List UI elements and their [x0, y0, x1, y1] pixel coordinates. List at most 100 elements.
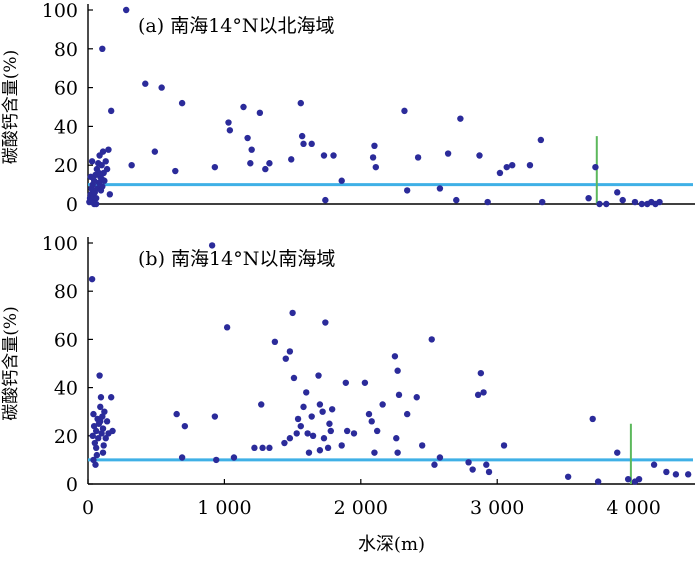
data-point [240, 103, 247, 111]
data-point [537, 136, 545, 144]
data-point [300, 403, 307, 411]
panel-title: (b) 南海14°N以南海域 [138, 248, 335, 270]
data-point [181, 422, 189, 430]
data-point [107, 107, 115, 115]
data-point [122, 6, 130, 14]
data-point [338, 442, 345, 449]
data-point [92, 461, 99, 468]
data-point [322, 196, 329, 204]
data-point [436, 454, 444, 461]
data-point [158, 84, 165, 91]
data-point [372, 163, 380, 171]
data-point [305, 449, 313, 456]
data-point [99, 413, 106, 420]
data-point [631, 198, 639, 206]
data-point [92, 194, 100, 202]
data-point [672, 471, 680, 478]
data-point [211, 163, 219, 171]
data-point [315, 372, 322, 379]
data-point [343, 427, 351, 435]
data-point [373, 427, 381, 435]
data-point [293, 430, 300, 437]
data-point [95, 435, 102, 442]
data-point [223, 324, 231, 331]
data-point [99, 183, 106, 190]
panel-a: 0 20 40 60 80 100 碳酸钙含量(%) (a) 南海14°N以北海域 [1, 0, 695, 216]
data-point [330, 152, 337, 159]
data-point [91, 439, 99, 447]
data-point [102, 158, 109, 165]
data-point [289, 309, 296, 317]
data-point [316, 401, 324, 408]
data-point [100, 442, 107, 449]
x-tick-label: 1 000 [197, 497, 251, 519]
data-point [95, 169, 103, 177]
data-point [294, 415, 302, 423]
data-point [303, 389, 310, 396]
data-point [244, 134, 251, 142]
data-point [105, 146, 112, 153]
data-point [109, 427, 116, 435]
data-point [286, 435, 294, 442]
data-point [624, 475, 632, 483]
data-point [394, 367, 401, 374]
data-point [322, 319, 329, 326]
data-point [614, 449, 621, 456]
data-point [592, 163, 599, 171]
data-point [92, 427, 100, 435]
data-point [594, 478, 602, 485]
data-point [178, 454, 186, 461]
data-point [401, 107, 408, 115]
data-point [436, 185, 444, 192]
data-point [297, 99, 304, 107]
data-point [316, 447, 324, 454]
data-point [88, 158, 96, 165]
data-point [431, 461, 438, 468]
data-point [480, 389, 487, 396]
data-point [96, 372, 103, 379]
data-point [247, 160, 254, 167]
data-point [308, 413, 315, 420]
data-point [173, 410, 180, 418]
data-point [413, 394, 420, 401]
data-point [564, 473, 572, 480]
data-point [663, 468, 670, 476]
data-point [350, 430, 358, 437]
data-point [101, 408, 108, 415]
data-point [90, 410, 97, 418]
data-point [290, 374, 298, 382]
data-point [418, 442, 426, 449]
data-point [225, 119, 232, 126]
data-point [477, 369, 485, 377]
data-point [603, 200, 610, 208]
data-point [469, 466, 476, 473]
data-point [342, 379, 350, 386]
data-point [308, 140, 315, 148]
data-point [371, 449, 378, 456]
data-point [414, 154, 422, 161]
data-point [327, 427, 334, 435]
data-point [428, 336, 435, 343]
data-point [453, 196, 460, 204]
data-point [90, 422, 98, 430]
y-tick-label: 20 [54, 155, 78, 177]
data-point [92, 200, 100, 208]
data-point [484, 198, 491, 206]
data-point [92, 444, 100, 452]
y-tick-label: 80 [54, 281, 78, 303]
data-point [297, 422, 304, 430]
x-tick-label: 3 000 [470, 497, 524, 519]
y-tick-label: 60 [54, 329, 78, 351]
data-point [465, 459, 472, 466]
data-point [403, 187, 411, 194]
data-point [258, 401, 265, 408]
data-point [368, 418, 375, 425]
data-point [90, 456, 97, 464]
data-point [226, 127, 234, 134]
data-point [211, 413, 219, 420]
data-point [99, 45, 106, 52]
data-point [539, 198, 546, 206]
data-point [89, 432, 96, 439]
data-point [619, 196, 626, 204]
data-point [103, 165, 111, 173]
